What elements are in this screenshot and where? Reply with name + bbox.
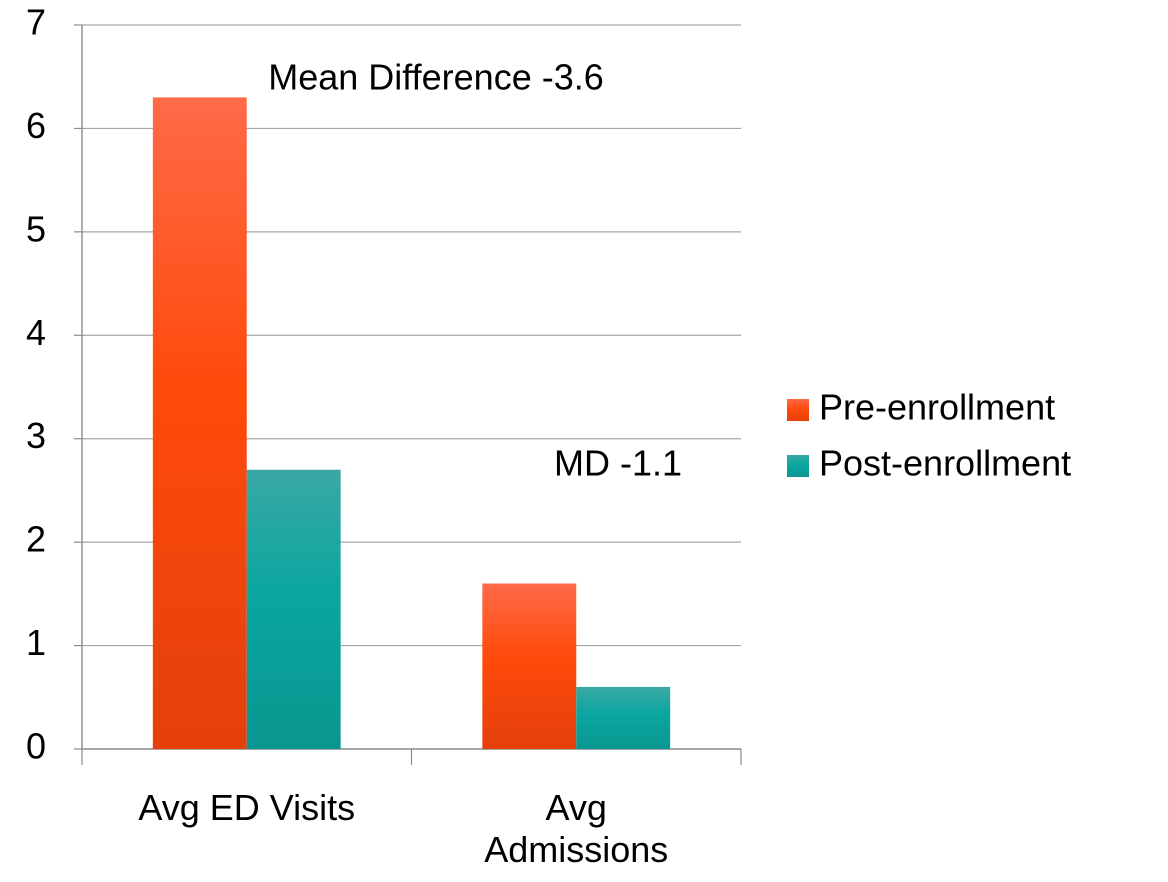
legend-label: Post-enrollment xyxy=(819,443,1071,484)
bar-post-enrollment-1 xyxy=(576,686,671,749)
x-category-label: Avg ED Visits xyxy=(138,787,355,828)
annotation: Mean Difference -3.6 xyxy=(268,57,604,98)
legend-swatch-pre-enrollment xyxy=(787,399,809,421)
x-category-label-line: Avg xyxy=(546,787,607,828)
y-tick-label: 7 xyxy=(26,2,46,43)
y-tick-label: 1 xyxy=(26,622,46,663)
y-tick-label: 5 xyxy=(26,208,46,249)
bars xyxy=(152,97,671,749)
x-category-labels: Avg ED Visits Avg Admissions xyxy=(138,787,668,870)
x-category-label-line: Avg ED Visits xyxy=(138,787,355,828)
x-category-label: Avg Admissions xyxy=(484,787,668,870)
y-tick-labels: 0 1 2 3 4 5 6 7 xyxy=(26,2,46,767)
bar-pre-enrollment-0 xyxy=(152,97,247,749)
y-tick-label: 6 xyxy=(26,105,46,146)
x-category-label-line: Admissions xyxy=(484,829,668,870)
legend-label: Pre-enrollment xyxy=(819,387,1055,428)
y-tick-label: 0 xyxy=(26,726,46,767)
y-tick-label: 2 xyxy=(26,519,46,560)
annotations: Mean Difference -3.6 MD -1.1 xyxy=(268,57,682,484)
annotation: MD -1.1 xyxy=(554,443,682,484)
y-tick-label: 4 xyxy=(26,312,46,353)
bar-post-enrollment-0 xyxy=(246,469,341,749)
y-tick-label: 3 xyxy=(26,415,46,456)
legend-swatch-post-enrollment xyxy=(787,455,809,477)
legend: Pre-enrollment Post-enrollment xyxy=(787,387,1071,484)
bar-pre-enrollment-1 xyxy=(482,583,577,749)
